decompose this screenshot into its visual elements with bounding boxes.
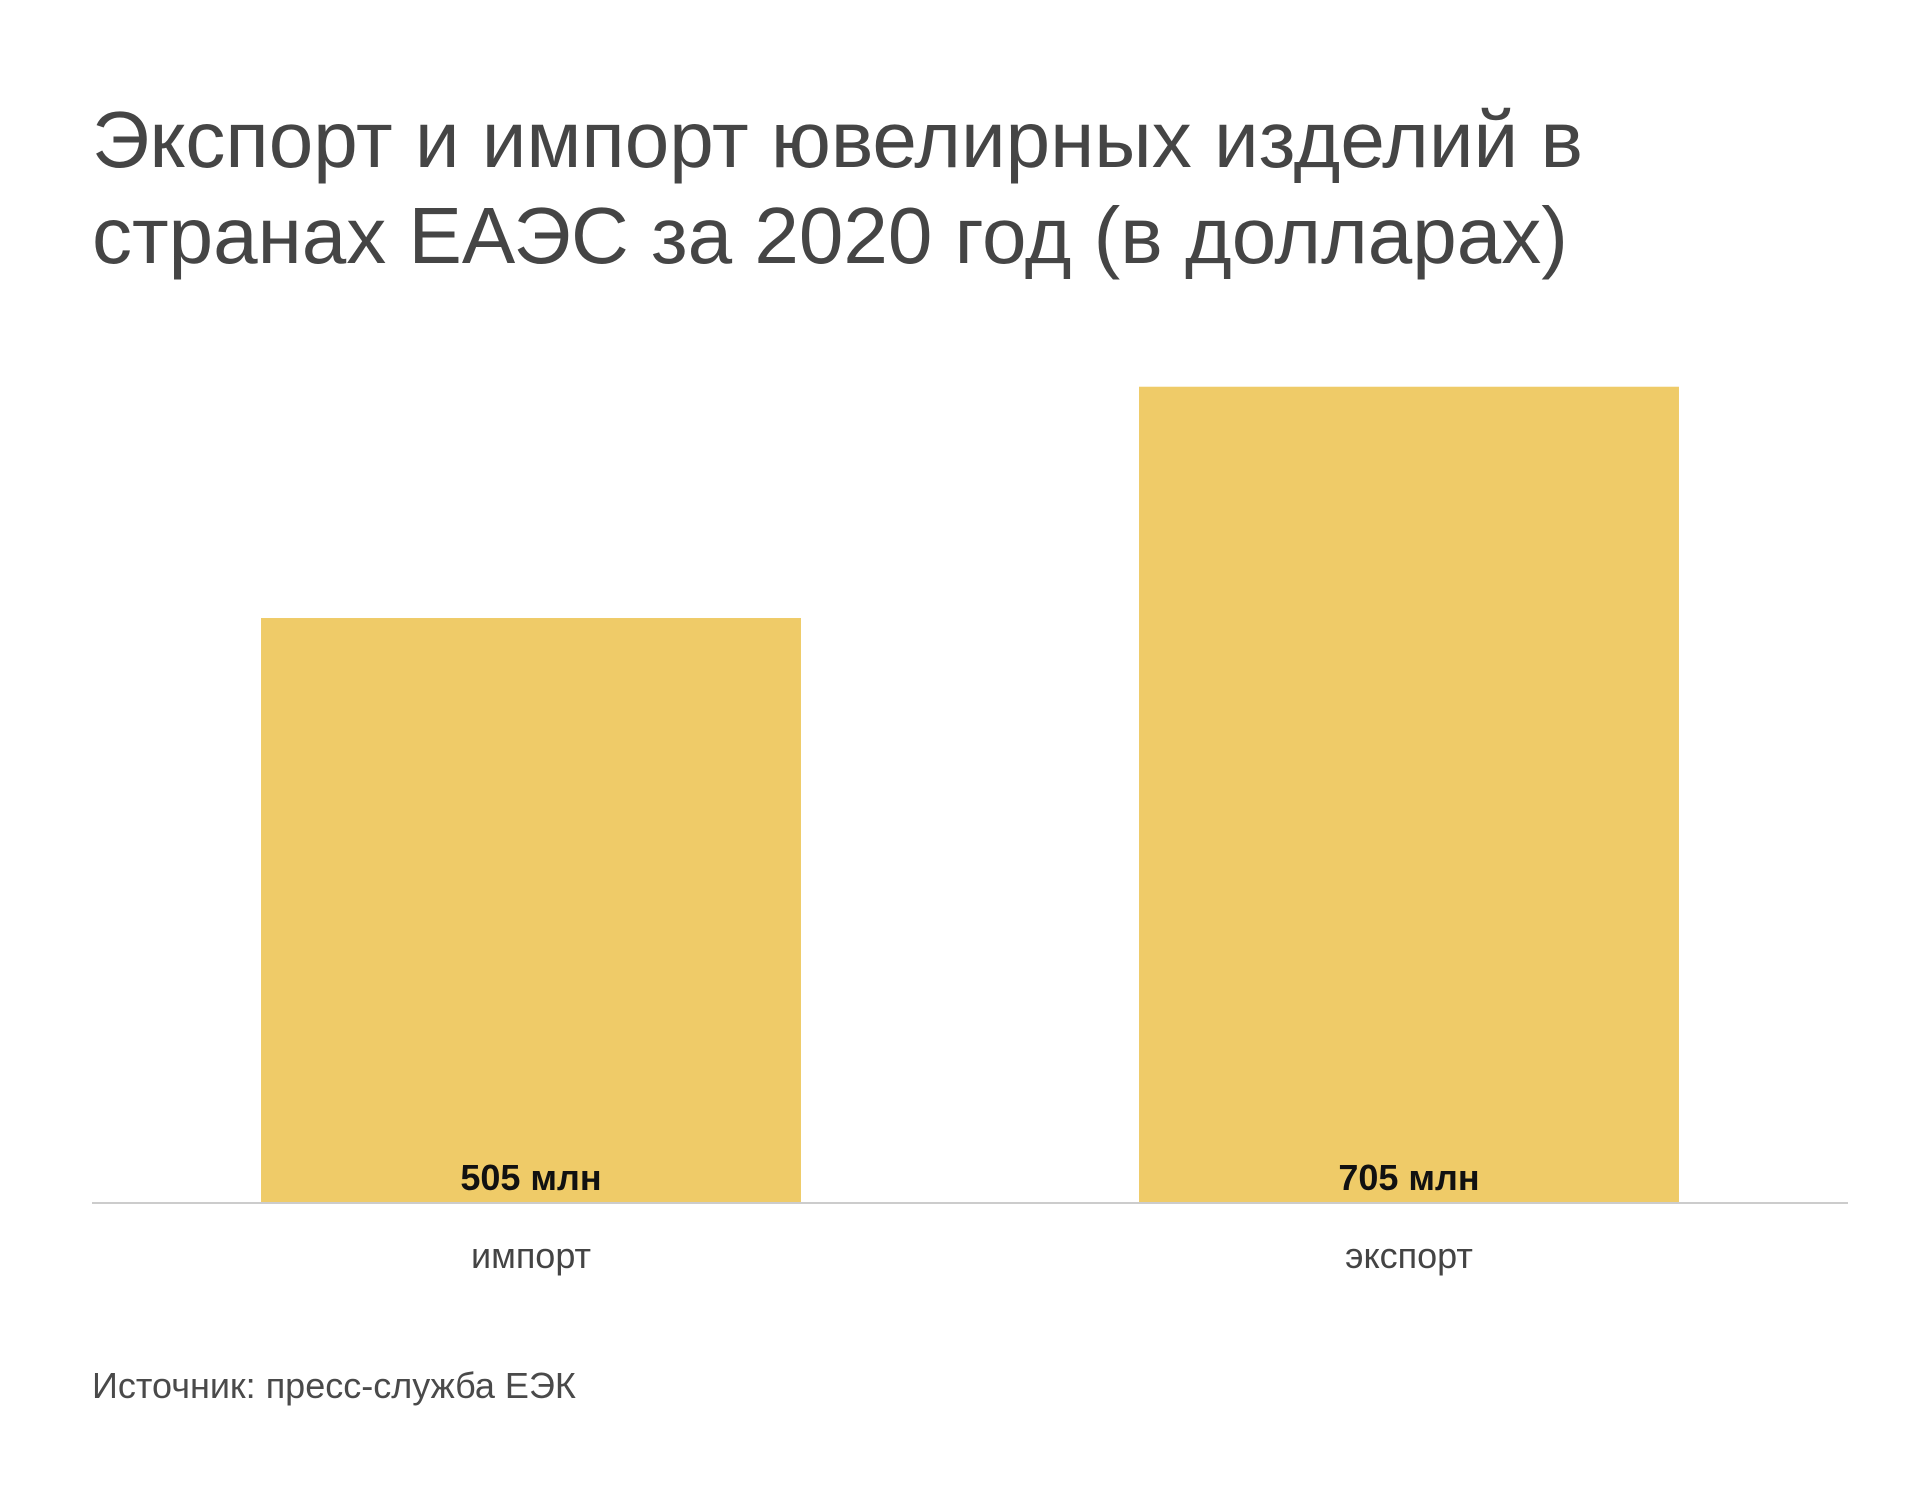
category-label-0: импорт: [471, 1235, 591, 1276]
category-label-1: экспорт: [1345, 1235, 1473, 1276]
bar-value-label-0: 505 млн: [460, 1157, 601, 1198]
bar-0: [261, 618, 801, 1202]
chart-title: Экспорт и импорт ювелирных изделий в стр…: [92, 95, 1583, 280]
source-note: Источник: пресс-служба ЕЭК: [92, 1365, 576, 1406]
bar-value-label-1: 705 млн: [1338, 1157, 1479, 1198]
labels-group: 505 млн импорт 705 млн экспорт: [460, 1157, 1479, 1276]
bars-group: [261, 386, 1679, 1202]
bar-1: [1139, 386, 1679, 1202]
